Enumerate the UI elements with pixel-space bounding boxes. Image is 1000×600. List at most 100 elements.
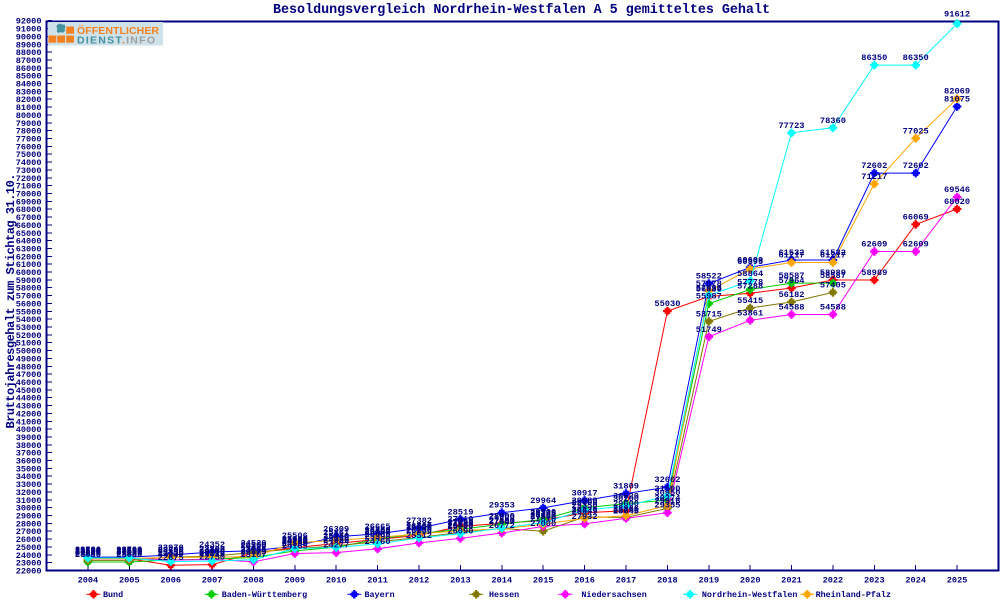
svg-text:78000: 78000 <box>16 127 42 137</box>
svg-text:53000: 53000 <box>16 323 42 333</box>
svg-text:27350: 27350 <box>489 517 515 527</box>
svg-text:26657: 26657 <box>406 522 432 532</box>
svg-text:23654: 23654 <box>240 546 266 556</box>
svg-text:26665: 26665 <box>365 522 391 532</box>
svg-text:25650: 25650 <box>365 530 391 540</box>
svg-text:24000: 24000 <box>16 551 42 561</box>
svg-text:23080: 23080 <box>116 550 142 560</box>
svg-text:83000: 83000 <box>16 87 42 97</box>
svg-text:86350: 86350 <box>861 53 887 63</box>
svg-text:45000: 45000 <box>16 386 42 396</box>
svg-text:41000: 41000 <box>16 417 42 427</box>
svg-text:24250: 24250 <box>240 541 266 551</box>
svg-text:23700: 23700 <box>116 545 142 555</box>
svg-text:67000: 67000 <box>16 213 42 223</box>
svg-text:26200: 26200 <box>406 526 432 536</box>
svg-text:66069: 66069 <box>903 212 929 222</box>
svg-text:76000: 76000 <box>16 142 42 152</box>
svg-text:2015: 2015 <box>533 576 554 586</box>
svg-text:23650: 23650 <box>158 546 184 556</box>
svg-text:86000: 86000 <box>16 64 42 74</box>
svg-text:60609: 60609 <box>737 255 763 265</box>
svg-text:70000: 70000 <box>16 190 42 200</box>
svg-text:42000: 42000 <box>16 409 42 419</box>
svg-text:56889: 56889 <box>696 285 722 295</box>
svg-text:87000: 87000 <box>16 56 42 66</box>
svg-text:2021: 2021 <box>781 576 802 586</box>
svg-text:62609: 62609 <box>861 240 887 250</box>
svg-text:28000: 28000 <box>16 519 42 529</box>
svg-text:80000: 80000 <box>16 111 42 121</box>
svg-text:29916: 29916 <box>654 496 680 506</box>
svg-text:55000: 55000 <box>16 307 42 317</box>
svg-text:58989: 58989 <box>861 268 887 278</box>
svg-text:24786: 24786 <box>282 537 308 547</box>
svg-text:55030: 55030 <box>654 299 680 309</box>
svg-text:Niedersachsen: Niedersachsen <box>581 590 646 600</box>
svg-text:40000: 40000 <box>16 425 42 435</box>
svg-text:63000: 63000 <box>16 245 42 255</box>
svg-text:27000: 27000 <box>530 519 556 529</box>
svg-text:25080: 25080 <box>282 534 308 544</box>
svg-text:23490: 23490 <box>116 547 142 557</box>
svg-text:26700: 26700 <box>406 522 432 532</box>
svg-text:81000: 81000 <box>16 103 42 113</box>
svg-text:30274: 30274 <box>654 494 680 504</box>
svg-text:38000: 38000 <box>16 441 42 451</box>
svg-text:2009: 2009 <box>284 576 305 586</box>
svg-text:72000: 72000 <box>16 174 42 184</box>
svg-text:29350: 29350 <box>572 501 598 511</box>
svg-text:2008: 2008 <box>243 576 264 586</box>
svg-text:56000: 56000 <box>16 300 42 310</box>
svg-text:2013: 2013 <box>450 576 471 586</box>
svg-text:55415: 55415 <box>737 296 763 306</box>
svg-text:30000: 30000 <box>16 504 42 514</box>
svg-text:90000: 90000 <box>16 32 42 42</box>
svg-text:23210: 23210 <box>199 549 225 559</box>
svg-text:25512: 25512 <box>406 531 432 541</box>
svg-text:32000: 32000 <box>16 488 42 498</box>
svg-text:24750: 24750 <box>282 537 308 547</box>
svg-text:25950: 25950 <box>365 528 391 538</box>
svg-text:24300: 24300 <box>240 540 266 550</box>
svg-text:61532: 61532 <box>820 248 846 258</box>
svg-text:31809: 31809 <box>613 482 639 492</box>
svg-text:2016: 2016 <box>574 576 595 586</box>
svg-text:Bruttojahresgehalt zum Stichta: Bruttojahresgehalt zum Stichtag 31.10. <box>4 174 18 429</box>
svg-text:27080: 27080 <box>447 519 473 529</box>
svg-text:29355: 29355 <box>654 501 680 511</box>
svg-text:35000: 35000 <box>16 464 42 474</box>
svg-text:49000: 49000 <box>16 354 42 364</box>
svg-text:23700: 23700 <box>199 545 225 555</box>
svg-text:23590: 23590 <box>75 546 101 556</box>
svg-text:75000: 75000 <box>16 150 42 160</box>
svg-text:61217: 61217 <box>778 251 804 261</box>
svg-text:ÖFFENTLICHER: ÖFFENTLICHER <box>77 24 159 37</box>
svg-text:26850: 26850 <box>447 520 473 530</box>
svg-text:22750: 22750 <box>199 553 225 563</box>
svg-text:26136: 26136 <box>406 526 432 536</box>
svg-text:Bayern: Bayern <box>365 590 395 600</box>
svg-text:27610: 27610 <box>530 514 556 524</box>
svg-text:2005: 2005 <box>119 576 140 586</box>
svg-text:29700: 29700 <box>572 498 598 508</box>
svg-text:57033: 57033 <box>696 283 722 293</box>
svg-text:57578: 57578 <box>696 279 722 289</box>
svg-text:27610: 27610 <box>447 514 473 524</box>
svg-text:Rheinland-Pfalz: Rheinland-Pfalz <box>816 590 891 600</box>
svg-text:23530: 23530 <box>75 547 101 557</box>
svg-text:62609: 62609 <box>903 240 929 250</box>
svg-text:Hessen: Hessen <box>489 590 519 600</box>
svg-text:71000: 71000 <box>16 182 42 192</box>
svg-text:26000: 26000 <box>16 535 42 545</box>
svg-text:36000: 36000 <box>16 457 42 467</box>
svg-text:2011: 2011 <box>367 576 388 586</box>
svg-text:30917: 30917 <box>572 489 598 499</box>
svg-text:54588: 54588 <box>778 303 804 313</box>
svg-text:29980: 29980 <box>572 496 598 506</box>
svg-text:57288: 57288 <box>737 281 763 291</box>
svg-text:61217: 61217 <box>820 251 846 261</box>
svg-text:26772: 26772 <box>489 521 515 531</box>
svg-text:24900: 24900 <box>282 536 308 546</box>
svg-text:54000: 54000 <box>16 315 42 325</box>
